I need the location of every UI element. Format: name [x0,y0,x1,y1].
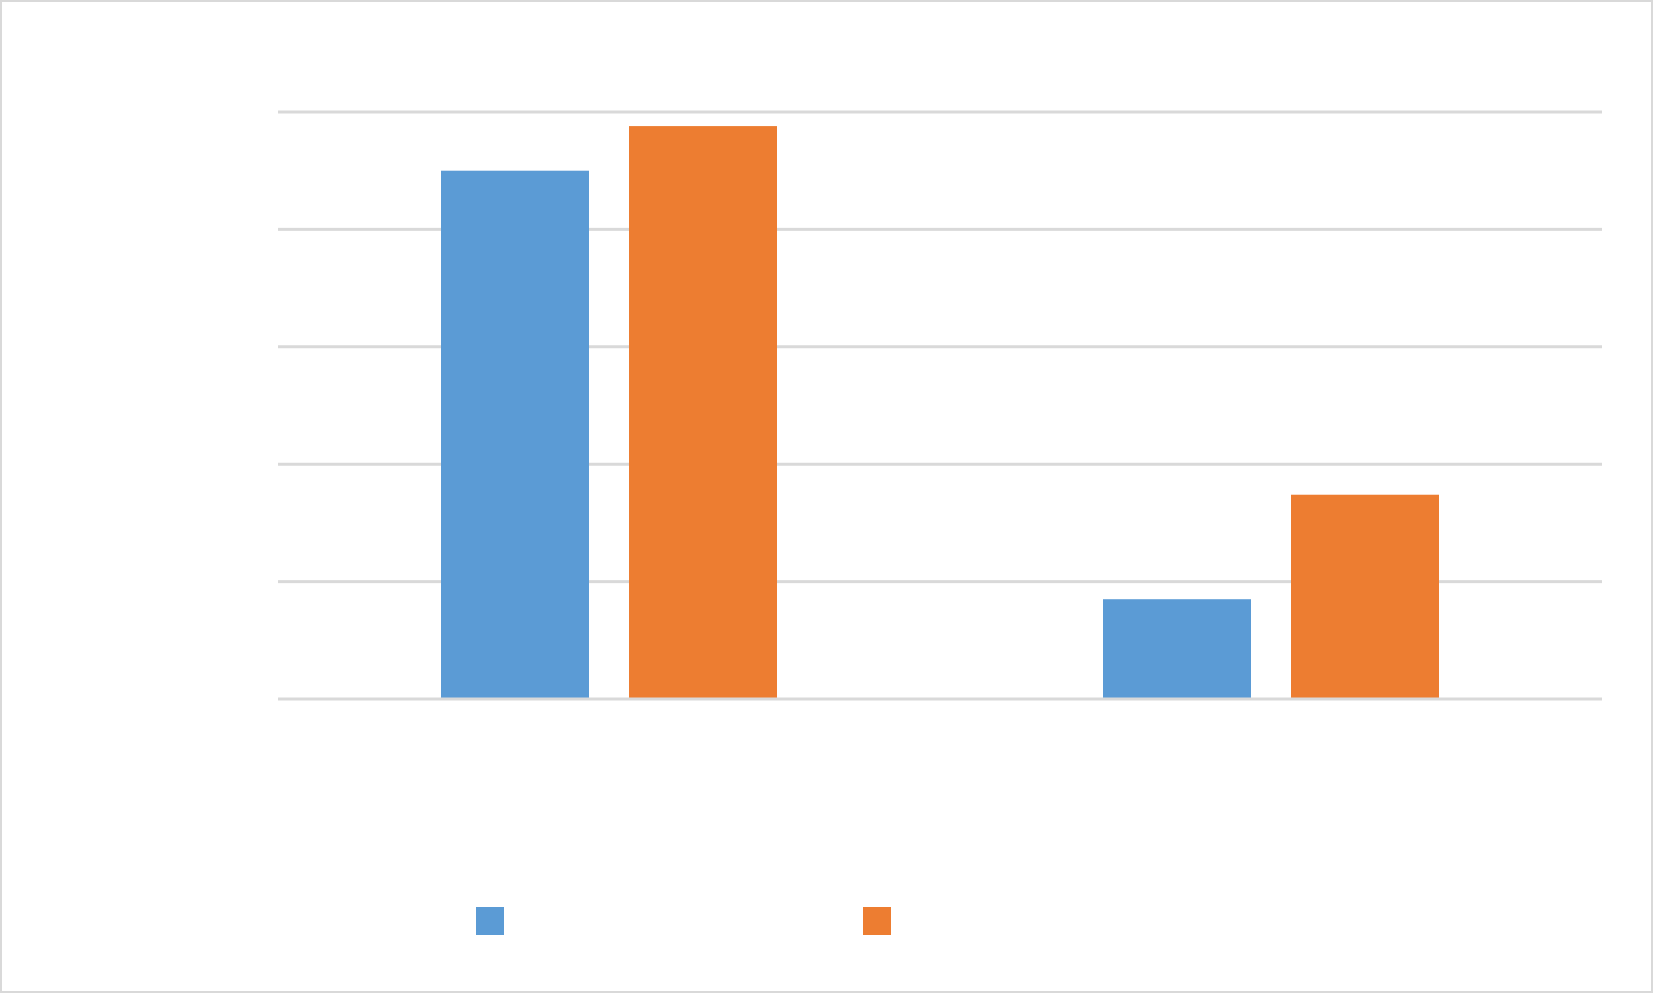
bar-series-2-category-2[interactable] [1291,494,1439,698]
legend-swatch-series-1[interactable] [476,907,504,935]
bars [441,126,1439,698]
bar-series-2-category-1[interactable] [629,126,777,698]
legend-swatch-series-2[interactable] [863,907,891,935]
legend [476,907,891,935]
bar-series-1-category-1[interactable] [441,170,589,698]
bar-series-1-category-2[interactable] [1103,599,1251,698]
